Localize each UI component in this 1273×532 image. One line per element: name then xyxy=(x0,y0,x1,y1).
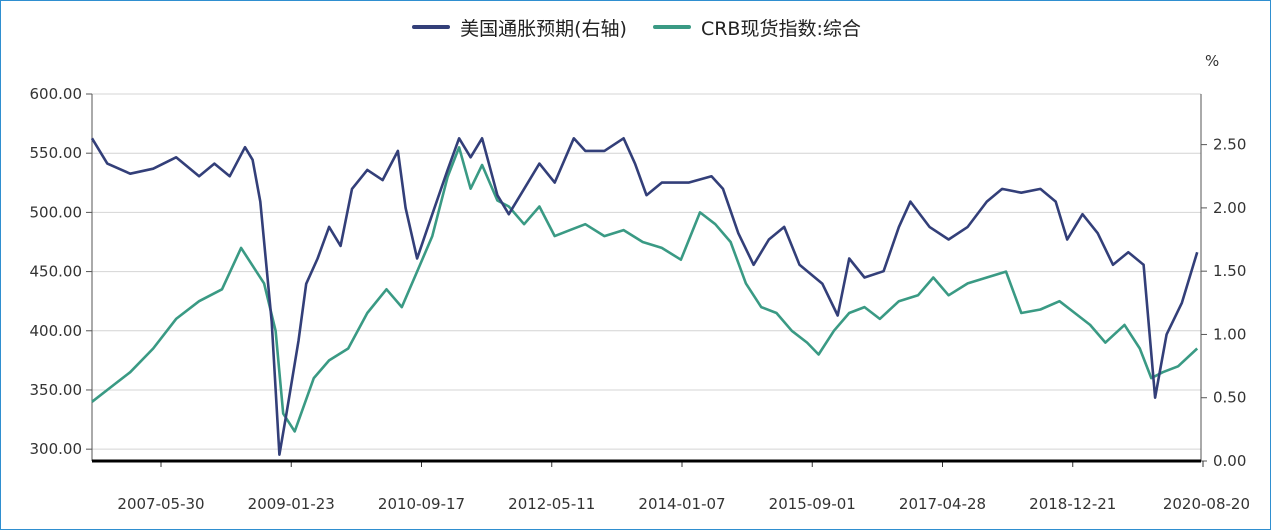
y-left-tick-label-6: 600.00 xyxy=(30,85,83,103)
legend-item-crb: CRB现货指数:综合 xyxy=(652,14,861,41)
y-right-unit: % xyxy=(1205,52,1219,70)
legend-swatch-inflation xyxy=(412,25,451,29)
y-left-tick-label-2: 400.00 xyxy=(30,322,83,340)
legend: 美国通胀预期(右轴) CRB现货指数:综合 xyxy=(0,10,1273,44)
y-left-tick-label-3: 450.00 xyxy=(30,263,83,281)
x-tick-label-4: 2014-01-07 xyxy=(638,495,725,513)
x-tick-label-0: 2007-05-30 xyxy=(117,495,204,513)
y-right-tick-label-5: 2.50 xyxy=(1213,136,1246,154)
x-tick-label-6: 2017-04-28 xyxy=(899,495,986,513)
y-right-tick-label-3: 1.50 xyxy=(1213,262,1246,280)
y-left-tick-label-0: 300.00 xyxy=(30,440,83,458)
y-right-tick-label-2: 1.00 xyxy=(1213,325,1246,343)
series-line-crb xyxy=(91,146,1199,433)
x-tick-label-7: 2018-12-21 xyxy=(1029,495,1116,513)
legend-swatch-crb xyxy=(652,25,691,29)
x-tick-label-8: 2020-08-20 xyxy=(1163,495,1250,513)
y-left-tick-label-5: 550.00 xyxy=(30,144,83,162)
x-tick-label-1: 2009-01-23 xyxy=(248,495,335,513)
x-tick-label-3: 2012-05-11 xyxy=(508,495,595,513)
y-left-tick-label-4: 500.00 xyxy=(30,203,83,221)
series-line-inflation xyxy=(90,137,1199,456)
legend-item-inflation: 美国通胀预期(右轴) xyxy=(412,14,627,41)
legend-label-crb: CRB现货指数:综合 xyxy=(700,17,861,40)
x-tick-label-2: 2010-09-17 xyxy=(378,495,465,513)
y-left-tick-label-1: 350.00 xyxy=(30,381,83,399)
legend-label-inflation: 美国通胀预期(右轴) xyxy=(460,17,627,40)
y-right-tick-label-1: 0.50 xyxy=(1213,389,1246,407)
y-right-tick-label-0: 0.00 xyxy=(1213,452,1246,470)
y-right-tick-label-4: 2.00 xyxy=(1213,199,1246,217)
x-tick-label-5: 2015-09-01 xyxy=(769,495,856,513)
